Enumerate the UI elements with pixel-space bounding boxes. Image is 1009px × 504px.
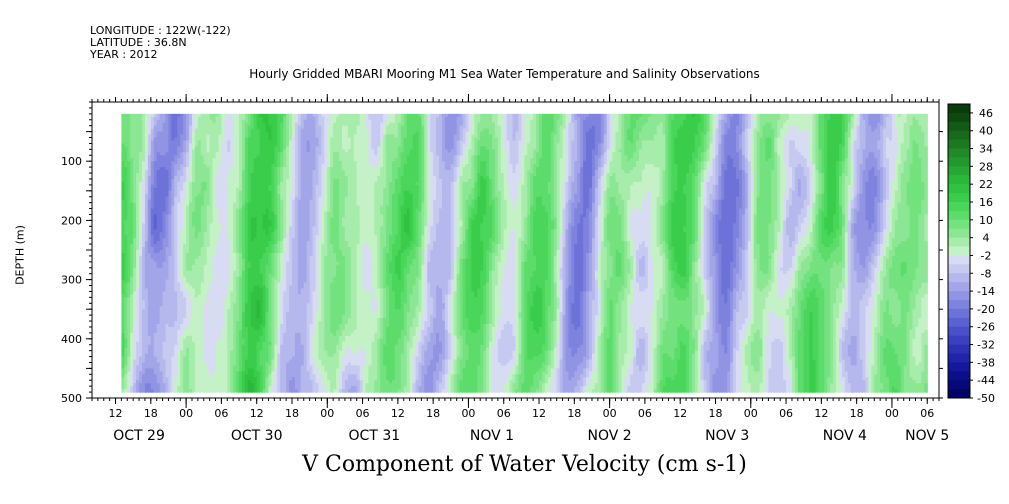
figure: { "header": { "longitude": "LONGITUDE : …: [0, 0, 1009, 504]
heatmap-chart: 12 18 00 06 12 18 00 06 12 18 00 06 12 18 00 06 12 18 00 06…: [0, 0, 1009, 504]
